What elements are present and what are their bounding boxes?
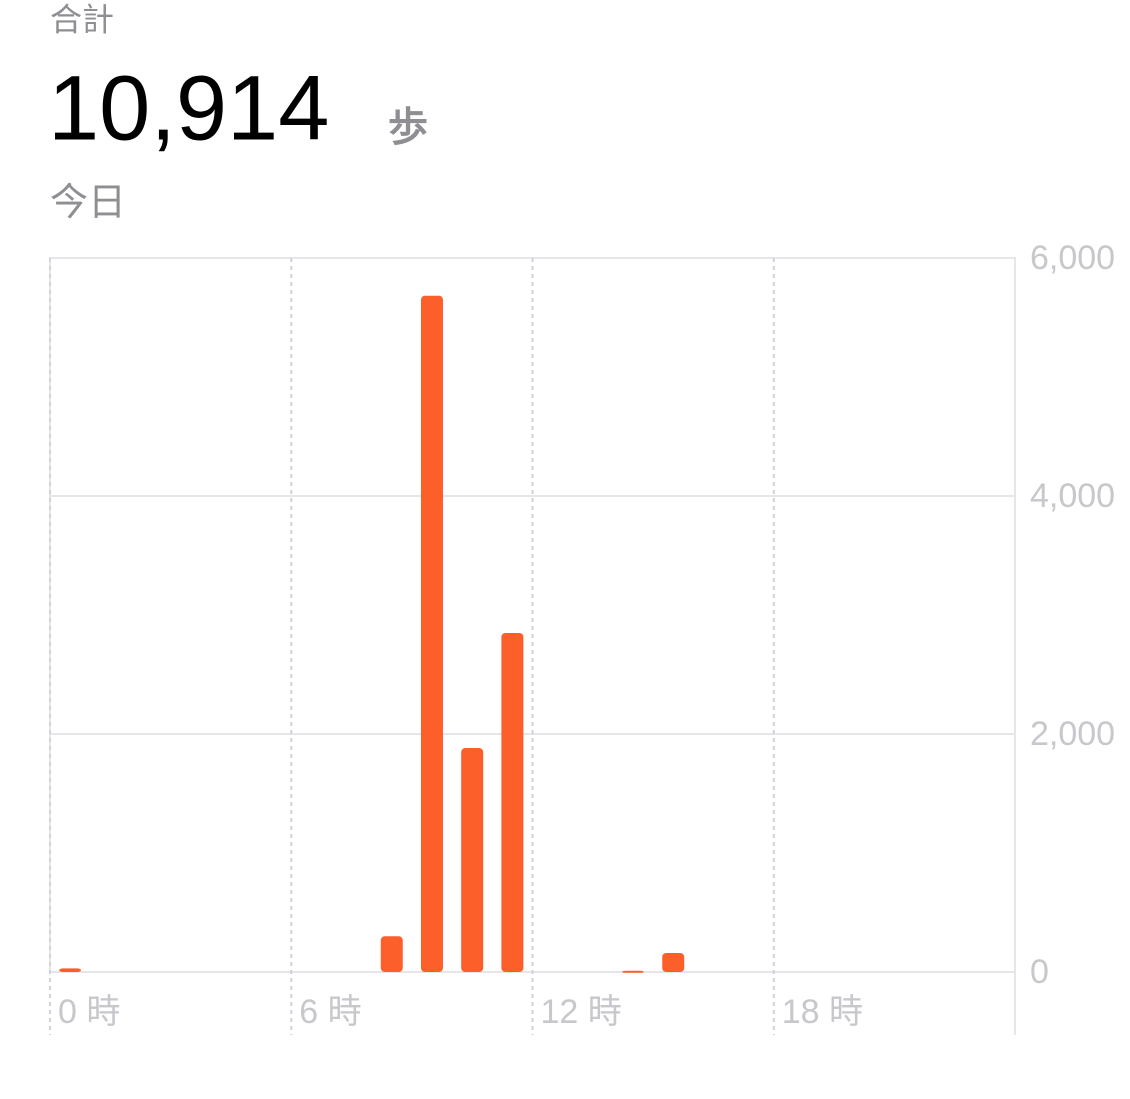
x-tick-label: 18 時 — [782, 993, 863, 1031]
bar — [461, 748, 484, 972]
y-tick-label: 2,000 — [1030, 715, 1115, 753]
y-tick-label: 0 — [1030, 953, 1049, 991]
x-tick-label: 0 時 — [58, 993, 120, 1031]
bar — [420, 295, 443, 972]
y-tick-label: 4,000 — [1030, 477, 1115, 515]
unit: 歩 — [388, 106, 428, 150]
x-tick-label: 6 時 — [299, 993, 361, 1031]
x-tick-label: 12 時 — [541, 993, 622, 1031]
bar — [501, 632, 524, 972]
total-label: 合計 — [50, 1, 114, 37]
bar — [380, 936, 403, 972]
bar — [622, 970, 645, 973]
y-tick-label: 6,000 — [1030, 239, 1115, 277]
total-value: 10,914 — [48, 57, 329, 159]
bar — [59, 968, 82, 972]
period: 今日 — [50, 182, 126, 224]
bar — [662, 952, 685, 972]
